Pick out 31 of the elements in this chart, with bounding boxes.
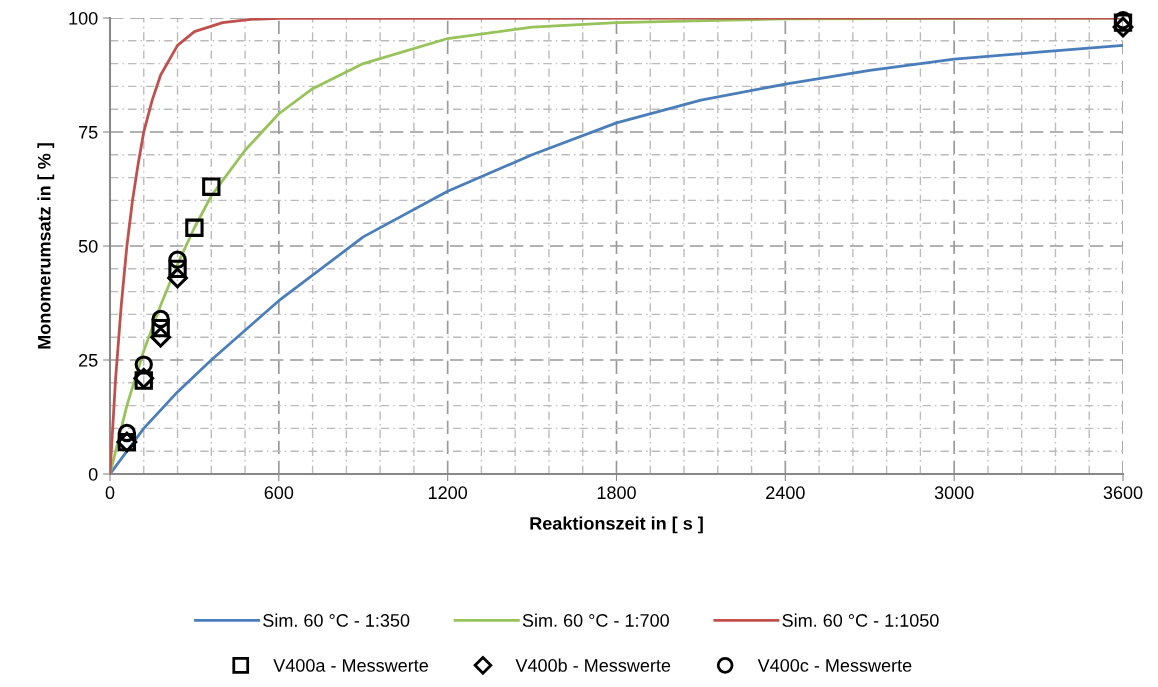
legend-label: V400a - Messwerte — [273, 659, 428, 672]
point — [167, 267, 188, 289]
x-tick-label: 0 — [105, 486, 115, 500]
point — [151, 318, 170, 338]
x-tick-label: 1200 — [428, 486, 468, 500]
y-tick-label: 50 — [78, 239, 98, 253]
y-axis-title: Monomerumsatz in [ % ] — [37, 143, 55, 349]
point — [202, 177, 221, 196]
point — [168, 259, 187, 278]
x-tick-label: 3600 — [1103, 486, 1143, 500]
point — [134, 355, 153, 374]
point — [151, 309, 170, 329]
y-tick-label: 100 — [69, 11, 98, 25]
x-tick-label: 600 — [264, 486, 294, 500]
x-axis-title: Reaktionszeit in [ s ] — [530, 516, 703, 534]
y-tick-label: 75 — [79, 126, 98, 139]
point — [168, 250, 187, 269]
legend-label: Sim. 60 °C - 1:1050 — [782, 613, 939, 627]
x-tick-label: 2400 — [766, 486, 805, 500]
legend-label: Sim. 60 °C - 1:350 — [263, 613, 410, 627]
point — [117, 423, 137, 443]
legend-label: V400c - Messwerte — [757, 659, 912, 672]
x-tick-label: 3000 — [934, 486, 974, 500]
point — [1112, 16, 1134, 38]
point — [185, 218, 204, 237]
y-tick-label: 0 — [88, 467, 98, 481]
x-tick-label: 1800 — [597, 486, 636, 500]
legend-label: Sim. 60 °C - 1:700 — [522, 613, 669, 627]
y-tick-label: 25 — [79, 353, 98, 367]
legend-label: V400b - Messwerte — [515, 658, 671, 672]
point — [150, 326, 172, 348]
